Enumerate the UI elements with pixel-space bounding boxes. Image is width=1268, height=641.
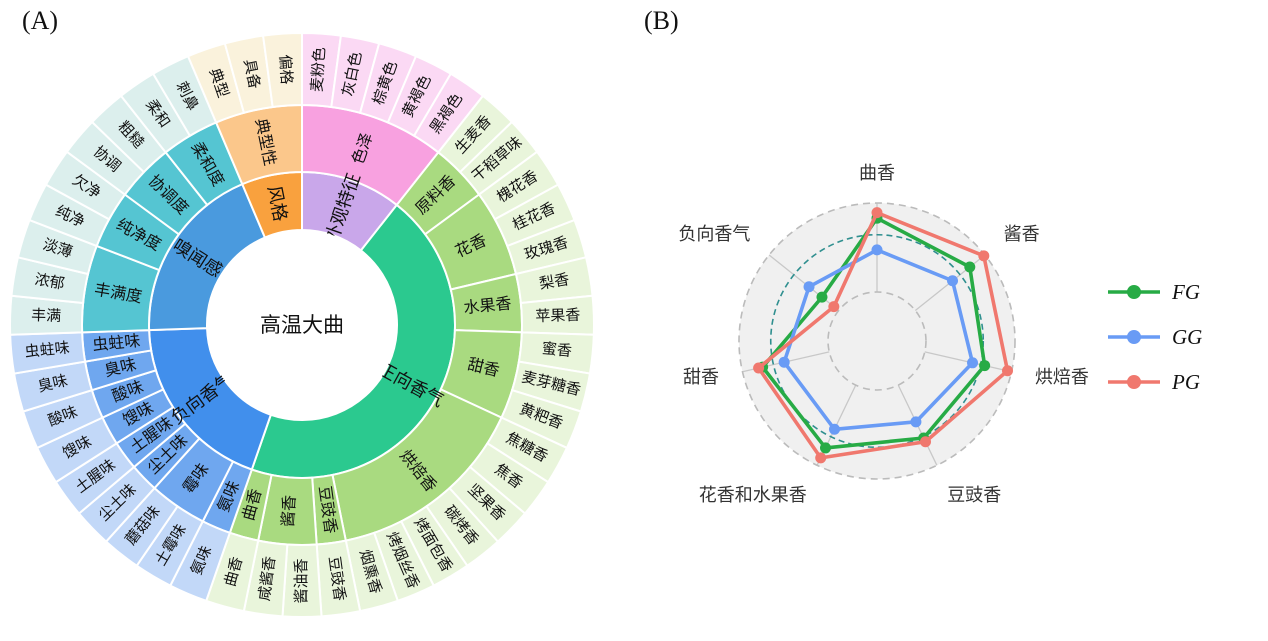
radar-series-FG-line — [760, 216, 987, 450]
radar-point-GG-0 — [871, 244, 883, 256]
radar-point-FG-4 — [820, 442, 832, 454]
sunburst-leaf-label: 蜜香 — [541, 340, 573, 360]
radar-point-GG-5 — [778, 356, 790, 368]
sunburst-chart: 麦粉色 灰白色 棕黄色 黄褐色 黑褐色 色泽 外观特征 生麦香 干稻草味 原料香 槐花香 桂花香 玫瑰香… — [9, 31, 596, 618]
panel-b-label: (B) — [644, 6, 679, 35]
radar-point-GG-4 — [828, 423, 840, 435]
sunburst-leaf-label: 虫蛀味 — [24, 339, 70, 360]
sunburst-center-label: 高温大曲 — [260, 313, 344, 337]
sunburst-leaf-label: 浓郁 — [33, 271, 65, 293]
radar-point-PG-2 — [1002, 365, 1014, 377]
radar-point-GG-6 — [803, 281, 815, 293]
radar-point-PG-5 — [753, 362, 765, 374]
radar-point-PG-3 — [919, 436, 931, 448]
sunburst-center — [207, 230, 397, 420]
sunburst-leaf-label: 具备 — [240, 58, 263, 91]
radar-point-FG-6 — [816, 291, 828, 303]
radar-point-FG-2 — [979, 360, 991, 372]
radar-point-GG-2 — [967, 357, 979, 369]
legend-item-PG: PG — [1108, 370, 1200, 394]
radar-chart: 曲香酱香烘焙香豆豉香 花香和水果香 甜香 负向香气 FG GG PG — [640, 0, 1268, 641]
radar-series-GG-line — [782, 248, 975, 432]
radar-axis-label-1: 酱香 — [1004, 224, 1040, 244]
sunburst-leaf-label: 苹果香 — [535, 307, 581, 325]
radar-axis-label-6: 负向香气 — [678, 224, 750, 244]
legend-label: PG — [1171, 370, 1200, 394]
sunburst-leaf-label: 麦粉色 — [309, 47, 329, 93]
radar-reference-ring — [769, 233, 985, 449]
radar-grid-ring — [738, 202, 1016, 480]
legend-marker-dot — [1127, 330, 1141, 344]
radar-point-PG-0 — [871, 207, 883, 219]
radar-series-PG-line — [756, 210, 1010, 460]
radar-axis-label-5: 甜香 — [683, 367, 719, 387]
radar-point-FG-1 — [964, 261, 976, 273]
radar-point-PG-4 — [815, 452, 827, 464]
sunburst-sub-label: 水果香 — [463, 294, 513, 317]
sunburst-leaf-label: 丰满 — [31, 307, 62, 325]
legend-marker-dot — [1127, 375, 1141, 389]
legend-item-GG: GG — [1108, 325, 1202, 349]
sunburst-leaf-label: 咸酱香 — [256, 555, 279, 602]
radar-point-PG-6 — [828, 301, 840, 313]
sunburst-leaf-label: 梨香 — [538, 271, 570, 293]
radar-axis-label-3: 豆豉香 — [947, 485, 1001, 505]
radar-axis-label-4: 花香和水果香 — [699, 485, 807, 505]
radar-axis-label-0: 曲香 — [859, 163, 895, 183]
sunburst-leaf-4-0-2 — [261, 31, 303, 109]
sunburst-leaf-label: 臭味 — [36, 372, 69, 395]
radar-spoke — [768, 254, 840, 311]
sunburst-leaf-label: 豆豉香 — [325, 555, 348, 602]
radar-point-PG-1 — [978, 250, 990, 262]
legend-marker-dot — [1127, 285, 1141, 299]
panel-a-label: (A) — [22, 6, 59, 35]
legend-item-FG: FG — [1108, 280, 1200, 304]
legend-label: FG — [1171, 280, 1200, 304]
radar-point-GG-1 — [947, 275, 959, 287]
radar-grid-ring — [827, 291, 927, 391]
sunburst-leaf-label: 酱油香 — [293, 558, 310, 603]
sunburst-sub-label: 虫蛀味 — [92, 332, 142, 355]
sunburst-sub-label: 酱香 — [279, 494, 299, 527]
radar-point-GG-3 — [910, 416, 922, 428]
radar-axis-label-2: 烘焙香 — [1035, 367, 1089, 387]
sunburst-leaf-label: 偏格 — [276, 54, 295, 85]
legend-label: GG — [1172, 325, 1202, 349]
